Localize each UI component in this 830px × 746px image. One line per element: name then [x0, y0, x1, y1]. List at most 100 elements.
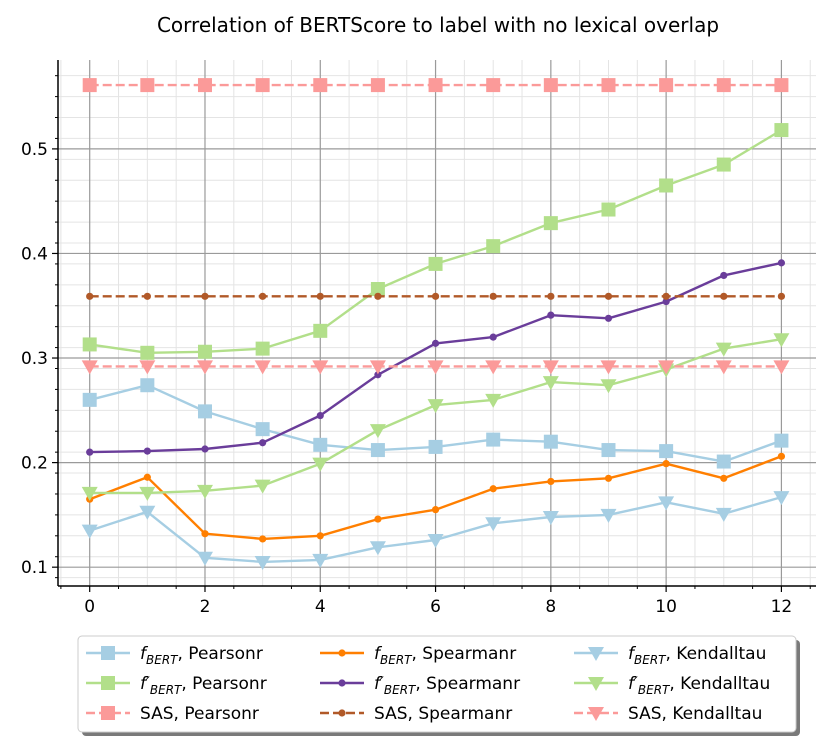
data-point: [254, 479, 271, 494]
data-point: [427, 533, 444, 548]
series-group: [81, 78, 790, 570]
data-point: [777, 259, 786, 267]
legend-label-sub: BERT: [146, 653, 179, 667]
y-tick-label: 0.5: [21, 140, 48, 160]
data-point: [370, 443, 385, 458]
legend-label: SAS, Kendalltau: [628, 704, 762, 724]
data-point: [427, 360, 444, 375]
data-point: [716, 454, 731, 469]
data-point: [773, 360, 790, 375]
data-point: [140, 78, 155, 93]
legend-marker: [338, 709, 346, 717]
data-point: [196, 360, 213, 375]
data-point: [542, 510, 559, 525]
data-point: [82, 337, 97, 352]
chart-title: Correlation of BERTScore to label with n…: [157, 13, 719, 37]
legend-label-rest: , Pearsonr: [177, 644, 262, 664]
data-point: [715, 507, 732, 522]
legend-item: SAS, Kendalltau: [574, 704, 762, 724]
legend-item: SAS, Spearmanr: [320, 704, 512, 724]
series-1: [82, 123, 789, 360]
data-point: [547, 311, 555, 319]
data-point: [431, 292, 440, 300]
data-point: [316, 532, 324, 540]
data-point: [485, 360, 502, 375]
data-point: [774, 433, 789, 448]
series-0: [82, 378, 789, 469]
data-point: [369, 424, 386, 439]
legend-marker: [101, 706, 115, 720]
data-point: [259, 439, 267, 447]
data-point: [662, 460, 670, 468]
data-point: [601, 443, 616, 458]
x-tick-label: 2: [200, 597, 211, 617]
data-point: [543, 216, 558, 231]
data-point: [720, 474, 728, 482]
y-tick-label: 0.3: [21, 349, 48, 369]
legend-label-rest: , Kendalltau: [662, 704, 763, 724]
data-point: [369, 541, 386, 556]
y-tick-label: 0.1: [21, 558, 48, 578]
legend-label-prime: ′: [634, 674, 638, 694]
x-tick-label: 4: [315, 597, 326, 617]
x-tick-label: 8: [545, 597, 556, 617]
legend-label: f′BERT, Kendalltau: [628, 674, 770, 697]
data-point: [774, 123, 789, 138]
data-point: [720, 271, 728, 280]
legend-item: f′BERT, Spearmanr: [320, 674, 520, 697]
data-point: [662, 297, 670, 306]
data-point: [139, 486, 156, 501]
legend-label: f′BERT, Spearmanr: [374, 674, 520, 697]
data-point: [313, 437, 328, 452]
data-point: [600, 360, 617, 375]
y-tick-label: 0.4: [21, 244, 48, 264]
series-8: [81, 360, 790, 375]
data-point: [143, 447, 151, 455]
data-point: [604, 292, 613, 300]
data-point: [140, 378, 155, 393]
data-point: [201, 445, 209, 453]
data-point: [312, 553, 329, 568]
data-point: [428, 256, 443, 271]
legend-label-main: SAS: [628, 704, 662, 724]
data-point: [658, 496, 675, 511]
legend-label-prime: ′: [146, 674, 150, 694]
data-point: [374, 292, 382, 300]
data-point: [139, 360, 156, 375]
legend-label-sub: BERT: [384, 683, 417, 697]
data-point: [486, 432, 501, 447]
data-point: [547, 477, 555, 486]
data-point: [255, 422, 270, 437]
legend-label: SAS, Pearsonr: [140, 704, 259, 724]
legend-label-sub: BERT: [380, 653, 413, 667]
data-point: [489, 333, 497, 341]
legend-label-rest: , Kendalltau: [669, 674, 770, 694]
data-point: [773, 491, 790, 506]
axes: 0 2 4 6 8 10 12 0.1 0.2 0.3 0.4 0.5: [21, 60, 816, 617]
legend-label-main: f: [140, 674, 149, 694]
x-tick-label: 12: [771, 597, 793, 617]
data-point: [81, 360, 98, 375]
legend-label-rest: , Pearsonr: [181, 674, 266, 694]
x-tick-label: 6: [430, 597, 441, 617]
legend-label: fBERT, Spearmanr: [374, 644, 516, 667]
legend-item: SAS, Pearsonr: [86, 704, 259, 724]
data-point: [312, 457, 329, 472]
data-point: [86, 448, 94, 456]
data-point: [542, 360, 559, 375]
legend-marker: [588, 647, 604, 661]
data-point: [715, 360, 732, 375]
legend-item: fBERT, Spearmanr: [320, 644, 516, 667]
legend-label-main: f: [140, 644, 149, 664]
data-point: [196, 551, 213, 566]
data-point: [659, 444, 674, 459]
data-point: [369, 360, 386, 375]
data-point: [427, 399, 444, 414]
series-6: [81, 491, 790, 570]
legend-item: fBERT, Pearsonr: [86, 644, 263, 667]
data-point: [777, 452, 786, 460]
data-point: [431, 506, 440, 514]
series-5: [86, 292, 786, 300]
data-point: [196, 484, 213, 499]
